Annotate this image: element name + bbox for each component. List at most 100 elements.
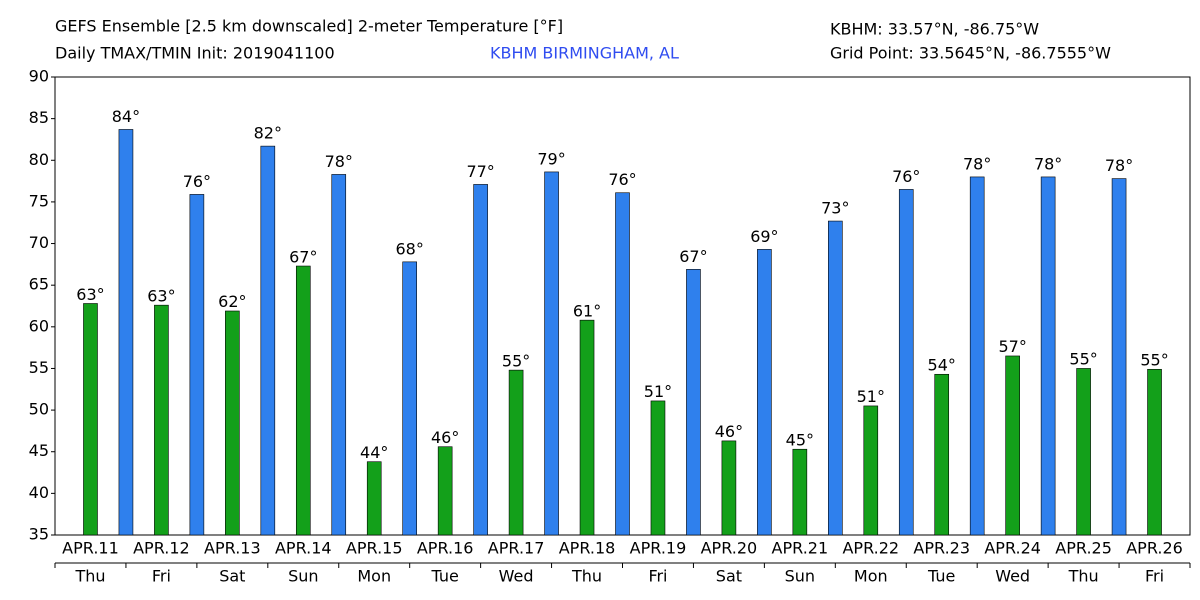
bar — [863, 405, 879, 536]
x-tick-label: APR.12 — [133, 539, 190, 558]
y-tick-label: 80 — [29, 150, 49, 169]
x-tick-label: APR.21 — [772, 539, 829, 558]
x-tick-label: APR.24 — [984, 539, 1041, 558]
grid-point: Grid Point: 33.5645°N, -86.7555°W — [830, 44, 1111, 63]
y-tick-label: 85 — [29, 108, 49, 127]
bar — [792, 448, 808, 536]
station-name: KBHM BIRMINGHAM, AL — [490, 44, 679, 63]
value-label: 79° — [537, 149, 565, 168]
weekday-label: Fri — [648, 567, 667, 586]
weekday-label: Sat — [219, 567, 245, 586]
value-label: 63° — [76, 285, 104, 304]
x-tick-label: APR.18 — [559, 539, 616, 558]
station-location: KBHM: 33.57°N, -86.75°W — [830, 20, 1039, 39]
bar — [969, 176, 985, 536]
y-tick-label: 70 — [29, 233, 49, 252]
bar — [650, 400, 666, 536]
bar — [295, 265, 311, 536]
y-tick-label: 55 — [29, 358, 49, 377]
bar — [473, 184, 488, 536]
weekday-label: Fri — [1145, 567, 1164, 586]
bar — [366, 461, 382, 536]
x-tick-label: APR.17 — [488, 539, 545, 558]
x-tick-label: APR.26 — [1126, 539, 1183, 558]
weekday-label: Sat — [716, 567, 742, 586]
y-tick-label: 65 — [29, 275, 49, 294]
value-label: 61° — [573, 301, 601, 320]
x-tick-label: APR.23 — [913, 539, 970, 558]
bar — [1111, 178, 1127, 536]
bar — [757, 249, 772, 536]
bar — [828, 220, 843, 536]
bar — [402, 261, 417, 536]
bar — [721, 440, 737, 536]
y-tick-label: 90 — [29, 67, 49, 86]
value-label: 55° — [502, 351, 530, 370]
weekday-label: Tue — [430, 567, 458, 586]
value-label: 57° — [998, 337, 1026, 356]
bar — [1147, 368, 1162, 536]
x-tick-label: APR.11 — [62, 539, 119, 558]
value-label: 63° — [147, 286, 175, 305]
weekday-label: Mon — [357, 567, 391, 586]
x-tick-label: APR.14 — [275, 539, 332, 558]
bar — [615, 192, 630, 536]
value-label: 76° — [183, 172, 211, 191]
value-label: 82° — [254, 124, 282, 143]
weekday-label: Wed — [499, 567, 534, 586]
bar — [83, 303, 98, 536]
x-tick-label: APR.22 — [842, 539, 899, 558]
y-tick-label: 40 — [29, 483, 49, 502]
bar — [154, 304, 169, 536]
value-label: 68° — [396, 239, 424, 258]
value-label: 51° — [857, 387, 885, 406]
y-tick-label: 35 — [29, 525, 49, 544]
y-tick-label: 60 — [29, 316, 49, 335]
chart-title: GEFS Ensemble [2.5 km downscaled] 2-mete… — [55, 17, 563, 36]
bar — [260, 145, 276, 536]
bar — [686, 269, 701, 536]
value-label: 76° — [892, 167, 920, 186]
weekday-label: Thu — [571, 567, 602, 586]
bar — [437, 446, 453, 536]
y-tick-label: 75 — [29, 191, 49, 210]
bar — [898, 189, 914, 536]
weekday-label: Sun — [288, 567, 318, 586]
value-label: 51° — [644, 382, 672, 401]
x-tick-label: APR.19 — [630, 539, 687, 558]
y-tick-label: 50 — [29, 400, 49, 419]
value-label: 46° — [431, 428, 459, 447]
bar — [1076, 368, 1091, 536]
value-label: 67° — [679, 247, 707, 266]
value-label: 78° — [325, 152, 353, 171]
bar — [1005, 355, 1020, 536]
y-tick-label: 45 — [29, 441, 49, 460]
value-label: 84° — [112, 107, 140, 126]
bar — [331, 174, 347, 536]
x-tick-label: APR.15 — [346, 539, 403, 558]
bar — [544, 171, 559, 536]
value-label: 44° — [360, 443, 388, 462]
value-label: 78° — [1105, 156, 1133, 175]
value-label: 46° — [715, 422, 743, 441]
value-label: 55° — [1140, 351, 1168, 370]
value-label: 69° — [750, 227, 778, 246]
x-tick-label: APR.25 — [1055, 539, 1112, 558]
bar — [579, 319, 595, 536]
bar — [934, 373, 950, 536]
value-label: 62° — [218, 292, 246, 311]
weekday-label: Fri — [152, 567, 171, 586]
bar — [118, 129, 134, 536]
value-label: 77° — [466, 162, 494, 181]
weekday-label: Thu — [1068, 567, 1099, 586]
x-tick-label: APR.16 — [417, 539, 474, 558]
bar — [189, 194, 205, 536]
weekday-label: Thu — [74, 567, 105, 586]
chart-subtitle: Daily TMAX/TMIN Init: 2019041100 — [55, 44, 335, 63]
value-label: 45° — [786, 430, 814, 449]
x-tick-label: APR.13 — [204, 539, 261, 558]
value-label: 73° — [821, 198, 849, 217]
value-label: 78° — [1034, 154, 1062, 173]
value-label: 67° — [289, 247, 317, 266]
